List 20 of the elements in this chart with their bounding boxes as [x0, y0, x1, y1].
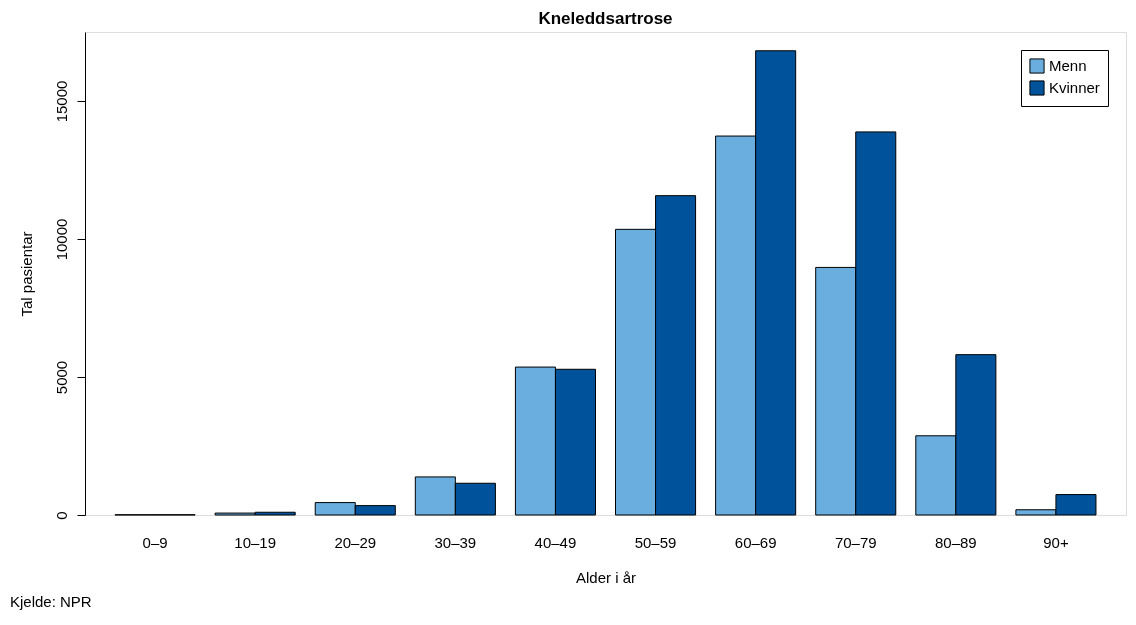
x-tick-label: 40–49	[534, 533, 577, 551]
y-axis-title: Tal pasientar	[17, 231, 35, 317]
legend-label: Menn	[1049, 57, 1087, 74]
x-axis-title: Alder i år	[575, 568, 637, 586]
y-tick-label: 0	[52, 511, 70, 520]
x-tick-label: 70–79	[834, 533, 877, 551]
x-tick-label: 0–9	[142, 533, 168, 551]
x-tick-label: 50–59	[634, 533, 677, 551]
x-tick-label: 20–29	[334, 533, 377, 551]
x-tick-label: 80–89	[934, 533, 977, 551]
y-tick-label: 10000	[52, 218, 70, 261]
chart-title: Kneleddsartrose	[538, 9, 673, 28]
legend-label: Kvinner	[1049, 79, 1100, 96]
x-tick-label: 30–39	[434, 533, 477, 551]
y-tick-label: 15000	[52, 80, 70, 123]
y-tick-label: 5000	[52, 360, 70, 395]
x-tick-label: 90+	[1043, 533, 1069, 551]
x-tick-label: 60–69	[734, 533, 777, 551]
x-tick-label: 10–19	[234, 533, 277, 551]
text: Kjelde: NPR	[10, 593, 92, 610]
